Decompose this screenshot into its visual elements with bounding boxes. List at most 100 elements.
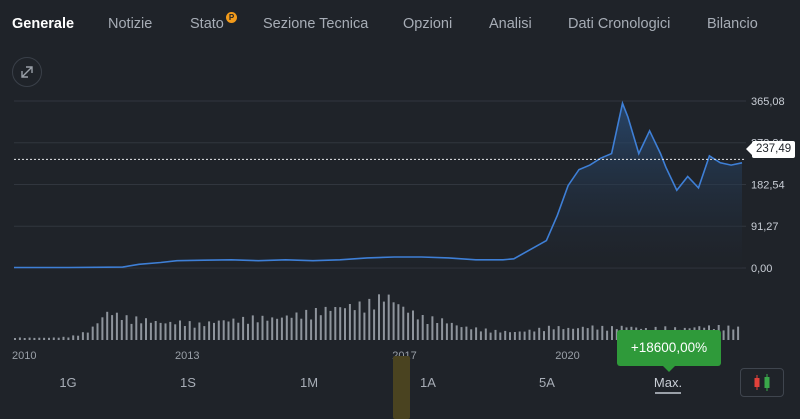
volume-bar <box>183 326 186 340</box>
volume-bar <box>528 329 531 340</box>
volume-bar <box>120 320 123 340</box>
volume-bar <box>426 324 429 340</box>
volume-bar <box>227 321 230 340</box>
tab-analisi[interactable]: Analisi <box>489 16 532 32</box>
volume-bar <box>533 331 536 340</box>
volume-bar <box>159 322 162 340</box>
volume-bar <box>96 323 99 340</box>
volume-bar <box>484 328 487 340</box>
volume-bar <box>101 317 104 340</box>
volume-bar <box>149 322 152 340</box>
volume-bar <box>237 322 240 340</box>
volume-bar <box>247 323 249 340</box>
volume-bar <box>91 326 94 340</box>
x-tick-label: 2020 <box>555 350 579 362</box>
volume-bar <box>601 325 604 340</box>
range-active-underline <box>655 392 681 394</box>
volume-bar <box>290 317 293 340</box>
volume-bar <box>344 308 346 340</box>
tab-sezione-tecnica[interactable]: Sezione Tecnica <box>263 16 369 32</box>
volume-bar <box>552 329 555 340</box>
volume-bar <box>494 329 497 340</box>
volume-bar <box>203 326 206 340</box>
volume-bar <box>135 316 138 340</box>
volume-bar <box>28 337 31 340</box>
y-tick-label: 91,27 <box>751 221 779 233</box>
range-1s[interactable]: 1S <box>180 375 196 390</box>
volume-bar <box>193 327 196 340</box>
candlestick-icon <box>754 374 770 391</box>
volume-bar <box>106 311 109 340</box>
volume-bar <box>261 315 264 340</box>
volume-bar <box>722 330 725 340</box>
volume-bar <box>387 294 390 340</box>
volume-bar <box>518 331 521 340</box>
volume-bar <box>421 315 424 340</box>
volume-bar <box>737 326 740 340</box>
volume-bar <box>48 337 50 340</box>
volume-bar <box>300 318 303 340</box>
volume-bar <box>562 329 565 340</box>
volume-bar <box>412 310 414 340</box>
volume-bar <box>373 309 376 340</box>
volume-bar <box>596 329 599 340</box>
volume-bar <box>727 325 730 340</box>
volume-bar <box>460 327 463 340</box>
volume-bar <box>334 307 337 340</box>
expand-chart-button[interactable] <box>12 57 42 87</box>
volume-bar <box>86 332 89 340</box>
volume-bar <box>43 337 46 340</box>
timeline-scroll-handle[interactable] <box>393 356 410 419</box>
volume-bar <box>397 304 400 340</box>
volume-bar <box>256 322 259 340</box>
volume-bar <box>557 326 560 340</box>
volume-bar <box>543 331 545 340</box>
volume-bar <box>285 315 288 340</box>
tab-dati-cronologici[interactable]: Dati Cronologici <box>568 16 671 32</box>
tab-generale[interactable]: Generale <box>12 16 75 32</box>
volume-bar <box>513 332 516 340</box>
volume-bar <box>115 312 118 340</box>
tab-opzioni[interactable]: Opzioni <box>403 16 453 32</box>
volume-bar <box>67 337 70 340</box>
volume-bar <box>382 301 385 340</box>
volume-bar <box>445 323 448 340</box>
volume-bar <box>538 327 541 340</box>
volume-bar <box>581 326 584 340</box>
volume-bar <box>475 327 478 340</box>
range-5a[interactable]: 5A <box>539 375 555 390</box>
volume-bar <box>591 325 594 340</box>
volume-bar <box>314 308 317 340</box>
volume-bar <box>14 338 16 340</box>
chart-type-button[interactable] <box>740 368 784 397</box>
range-1m[interactable]: 1M <box>299 375 319 390</box>
volume-bar <box>368 298 371 340</box>
volume-bar <box>606 330 609 340</box>
tab-notizie[interactable]: Notizie <box>108 16 153 32</box>
volume-bar <box>441 318 444 340</box>
volume-bar <box>339 307 342 340</box>
y-tick-label: 0,00 <box>751 263 772 275</box>
volume-bar <box>295 312 298 340</box>
range-max[interactable]: Max. <box>653 375 683 390</box>
volume-bar <box>586 328 589 340</box>
expand-arrows-icon <box>21 66 33 78</box>
volume-bar <box>72 335 75 340</box>
volume-bar <box>188 321 191 340</box>
volume-bar <box>615 329 618 340</box>
volume-bar <box>509 332 511 340</box>
range-1a[interactable]: 1A <box>420 375 436 390</box>
tab-bilancio[interactable]: Bilancio <box>707 16 758 32</box>
volume-bar <box>213 322 215 340</box>
range-1g[interactable]: 1G <box>59 375 77 390</box>
volume-bar <box>547 325 550 340</box>
volume-bar <box>353 310 356 340</box>
volume-bar <box>470 329 473 340</box>
volume-bar <box>416 319 419 340</box>
volume-bar <box>436 323 439 340</box>
volume-bar <box>217 320 220 340</box>
volume-bar <box>198 322 201 340</box>
tab-stato[interactable]: Stato <box>190 0 224 48</box>
volume-bar <box>271 317 274 340</box>
